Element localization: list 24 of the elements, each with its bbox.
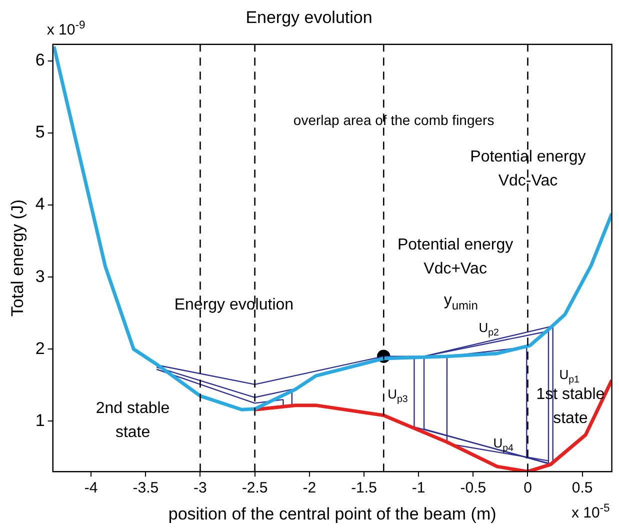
y-tick-label: 3 (35, 266, 45, 286)
annotation: overlap area of the comb fingers (293, 112, 494, 128)
x-tick-label: -0.5 (460, 480, 486, 497)
y-tick-label: 5 (35, 122, 45, 142)
x-tick-label: -1.5 (351, 480, 377, 497)
y-tick-label: 1 (35, 410, 45, 430)
annotation: Energy evolution (174, 296, 294, 314)
annotation: Potential energy Vdc+Vac (397, 236, 514, 278)
x-tick-label: -4 (84, 480, 98, 497)
x-tick-label: -2 (302, 480, 316, 497)
x-tick-label: -3 (194, 480, 207, 497)
x-tick-label: 0 (524, 480, 532, 497)
x-tick-label: 0.5 (572, 480, 593, 497)
y-axis-title: Total energy (J) (8, 199, 27, 317)
x-tick-label: -3.5 (132, 480, 159, 497)
annotation: 2nd stable state (96, 400, 170, 442)
annotation: Potential energy Vdc-Vac (470, 148, 586, 190)
y-tick-label: 6 (35, 50, 45, 70)
y-tick-label: 2 (35, 338, 45, 358)
y-tick-label: 4 (35, 194, 45, 214)
x-tick-label: -2.5 (242, 480, 268, 497)
x-tick-label: -1 (412, 480, 426, 497)
chart-title: Energy evolution (246, 8, 372, 27)
x-axis-title: position of the central point of the beam (m) (168, 504, 496, 524)
